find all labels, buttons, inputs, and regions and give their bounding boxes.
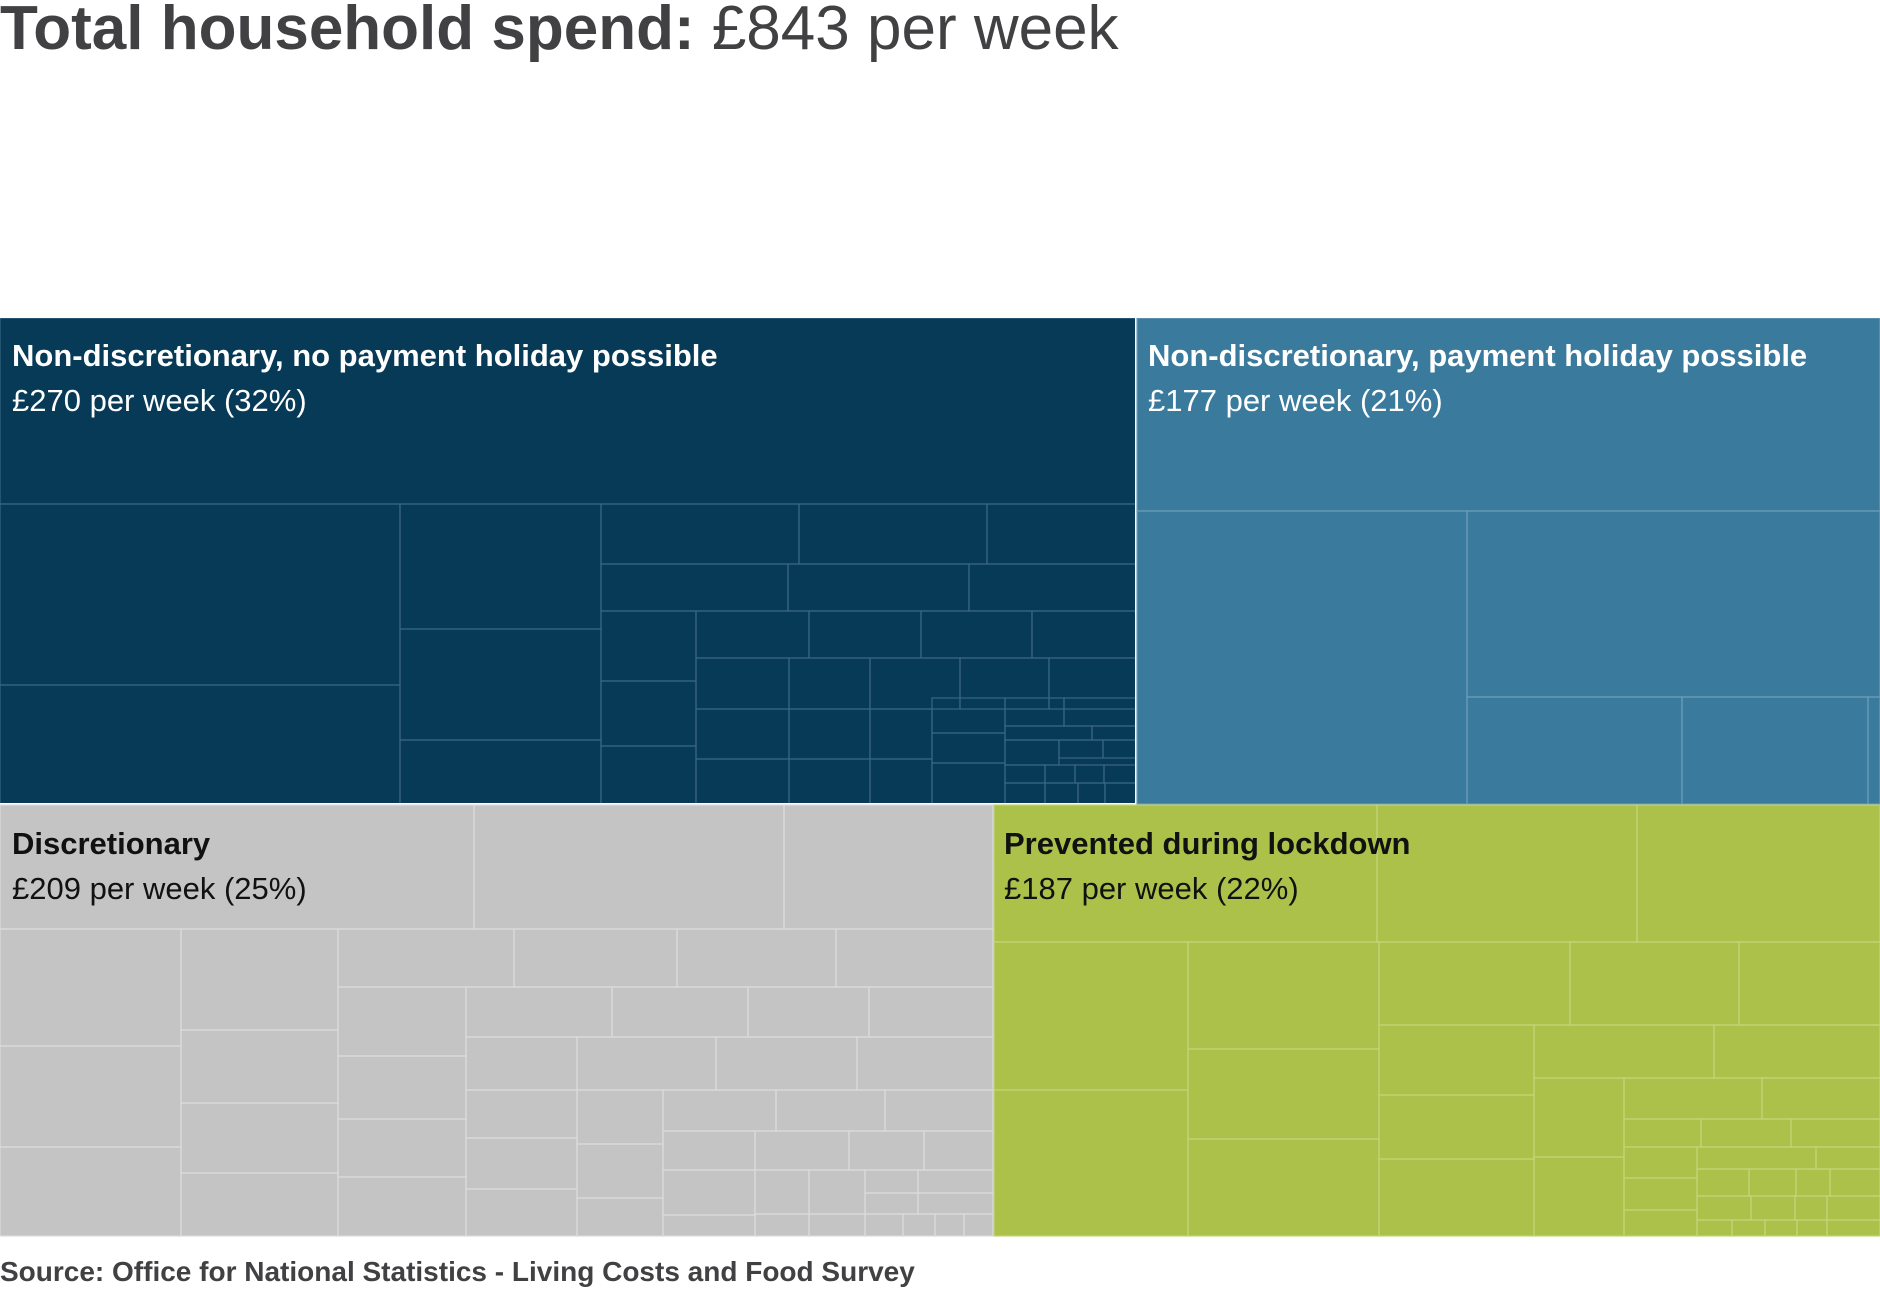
group-value-non-discretionary-holiday: £177 per week (21%) bbox=[1148, 383, 1443, 418]
treemap-cell[interactable] bbox=[1826, 1219, 1880, 1237]
group-value-prevented-during-lockdown: £187 per week (22%) bbox=[1004, 871, 1299, 906]
group-value-non-discretionary-no-holiday: £270 per week (32%) bbox=[12, 383, 307, 418]
treemap-group-non-discretionary-no-holiday[interactable] bbox=[0, 318, 1136, 804]
group-label-non-discretionary-no-holiday: Non-discretionary, no payment holiday po… bbox=[12, 338, 718, 373]
chart-title-total: £843 per week bbox=[711, 0, 1119, 63]
treemap-group-prevented-during-lockdown[interactable] bbox=[994, 805, 1880, 1236]
treemap-group-discretionary[interactable] bbox=[0, 805, 993, 1236]
treemap-cell[interactable] bbox=[963, 1213, 994, 1237]
treemap-group-non-discretionary-holiday[interactable] bbox=[1137, 318, 1880, 804]
source-note: Source: Office for National Statistics -… bbox=[0, 1256, 915, 1287]
group-value-discretionary: £209 per week (25%) bbox=[12, 871, 307, 906]
group-label-discretionary: Discretionary bbox=[12, 826, 211, 861]
chart-title-label: Total household spend: bbox=[0, 0, 695, 63]
treemap-cell[interactable] bbox=[1867, 696, 1880, 805]
treemap-chart: Non-discretionary, no payment holiday po… bbox=[0, 318, 1880, 1237]
group-label-prevented-during-lockdown: Prevented during lockdown bbox=[1004, 826, 1411, 861]
chart-title: Total household spend: £843 per week bbox=[0, 0, 1119, 64]
group-label-non-discretionary-holiday: Non-discretionary, payment holiday possi… bbox=[1148, 338, 1807, 373]
